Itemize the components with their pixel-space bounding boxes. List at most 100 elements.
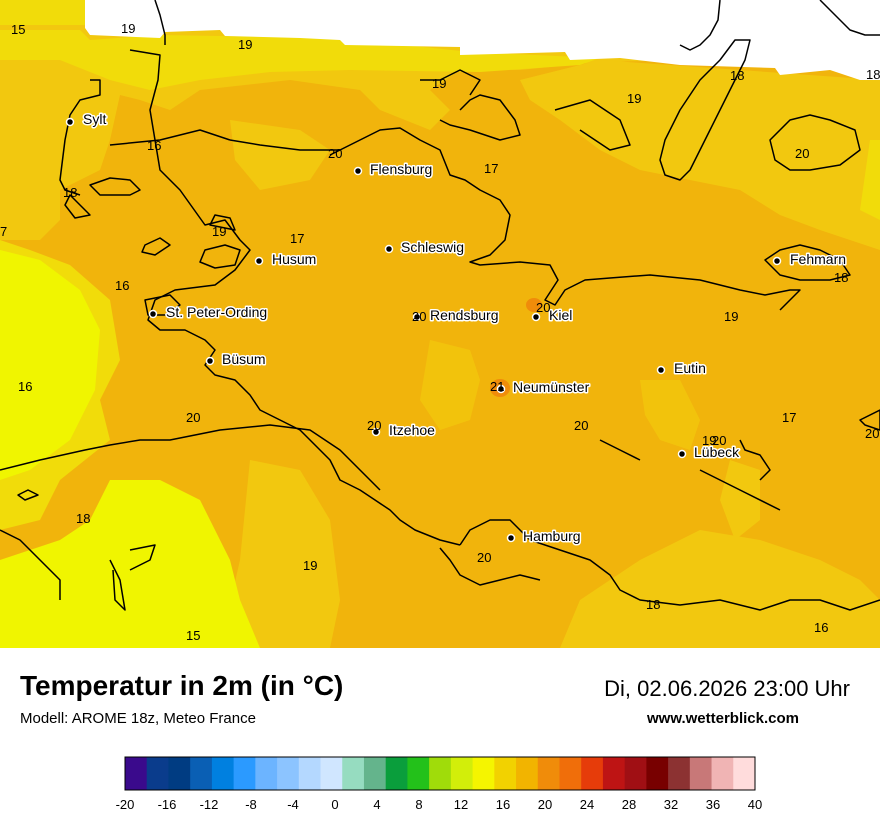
temp-value: 19 bbox=[212, 224, 226, 239]
legend-swatch bbox=[211, 757, 235, 790]
temp-value: 18 bbox=[866, 67, 880, 82]
legend-swatch bbox=[146, 757, 169, 790]
temp-value: 19 bbox=[702, 433, 716, 448]
city-dot-kiel bbox=[531, 312, 541, 322]
legend-swatch bbox=[537, 757, 560, 790]
legend-swatch bbox=[298, 757, 322, 790]
legend-tick-label: 4 bbox=[373, 797, 380, 812]
city-dot-buesum bbox=[205, 356, 215, 366]
legend-tick-label: 16 bbox=[496, 797, 510, 812]
temp-value: 20 bbox=[795, 146, 809, 161]
temp-value: 20 bbox=[367, 418, 381, 433]
legend-swatch bbox=[233, 757, 256, 790]
city-label-husum: Husum bbox=[272, 251, 316, 267]
temp-value: 15 bbox=[11, 22, 25, 37]
legend-tick-label: -12 bbox=[200, 797, 219, 812]
temp-value: 19 bbox=[238, 37, 252, 52]
legend-tick-label: -20 bbox=[116, 797, 135, 812]
temp-value: 16 bbox=[814, 620, 828, 635]
temp-value: 18 bbox=[63, 185, 77, 200]
legend-swatch bbox=[407, 757, 430, 790]
legend-swatch bbox=[190, 757, 213, 790]
legend-swatch bbox=[624, 757, 647, 790]
temp-value: 20 bbox=[865, 426, 879, 441]
legend-swatch bbox=[581, 757, 604, 790]
legend-swatch bbox=[559, 757, 582, 790]
temp-value: 20 bbox=[186, 410, 200, 425]
legend-swatch bbox=[516, 757, 539, 790]
temperature-values: 15 19 19 19 19 18 18 16 20 17 20 18 19 1… bbox=[11, 21, 880, 643]
legend-swatch bbox=[125, 757, 148, 790]
temp-value: 20 bbox=[328, 146, 342, 161]
temp-value-edge: 7 bbox=[0, 224, 7, 239]
legend-tick-label: 0 bbox=[331, 797, 338, 812]
temp-value: 20 bbox=[412, 309, 426, 324]
legend-tick-label: 24 bbox=[580, 797, 594, 812]
city-dot-rendsburg bbox=[412, 312, 422, 322]
temp-value: 20 bbox=[574, 418, 588, 433]
legend-swatch bbox=[385, 757, 408, 790]
temp-value: 17 bbox=[484, 161, 498, 176]
legend-swatch bbox=[168, 757, 191, 790]
city-labels: Sylt Flensburg Schleswig Husum St. Peter… bbox=[82, 110, 848, 546]
temp-value: 17 bbox=[782, 410, 796, 425]
city-label-kiel: Kiel bbox=[549, 307, 572, 323]
temp-value: 20 bbox=[712, 433, 726, 448]
legend-swatch bbox=[494, 757, 517, 790]
legend-tick-label: -16 bbox=[158, 797, 177, 812]
legend-swatch bbox=[320, 757, 343, 790]
temp-value: 18 bbox=[76, 511, 90, 526]
legend-tick-label: 40 bbox=[748, 797, 762, 812]
legend-tick-label: 28 bbox=[622, 797, 636, 812]
model-info: Modell: AROME 18z, Meteo France bbox=[20, 710, 256, 727]
map-title: Temperatur in 2m (in °C) bbox=[20, 670, 344, 701]
legend-swatch bbox=[255, 757, 278, 790]
legend-tick-label: 8 bbox=[415, 797, 422, 812]
temp-value: 19 bbox=[121, 21, 135, 36]
temp-value-fehmarn-east: 18 bbox=[834, 270, 848, 285]
legend-tick-label: 12 bbox=[454, 797, 468, 812]
legend-tick-label: 20 bbox=[538, 797, 552, 812]
temp-value: 19 bbox=[303, 558, 317, 573]
city-dot-fehmarn bbox=[772, 256, 782, 266]
legend-swatch bbox=[450, 757, 474, 790]
legend-swatch bbox=[472, 757, 495, 790]
temp-value: 20 bbox=[536, 300, 550, 315]
legend-swatch bbox=[602, 757, 626, 790]
city-dot-eutin bbox=[656, 365, 666, 375]
legend-tick-label: 36 bbox=[706, 797, 720, 812]
color-legend: -20 -16 -12 -8 -4 0 4 8 12 16 20 24 28 32 36 40 bbox=[116, 756, 763, 812]
temp-value: 19 bbox=[627, 91, 641, 106]
temp-value: 18 bbox=[730, 68, 744, 83]
temp-value: 19 bbox=[724, 309, 738, 324]
legend-bars bbox=[124, 756, 756, 791]
city-label-eutin: Eutin bbox=[674, 360, 706, 376]
legend-swatch bbox=[363, 757, 387, 790]
map-footer: Temperatur in 2m (in °C) Modell: AROME 1… bbox=[0, 648, 880, 830]
city-label-rendsburg: Rendsburg bbox=[430, 307, 499, 323]
legend-ticks: -20 -16 -12 -8 -4 0 4 8 12 16 20 24 28 32 36 40 bbox=[116, 797, 763, 812]
city-label-fehmarn: Fehmarn bbox=[790, 251, 846, 267]
temp-value: 21 bbox=[490, 379, 504, 394]
city-dot-st-peter-ording bbox=[148, 309, 158, 319]
city-dot-itzehoe bbox=[371, 427, 381, 437]
city-label-itzehoe: Itzehoe bbox=[389, 422, 435, 438]
temp-value: 15 bbox=[186, 628, 200, 643]
temp-value: 16 bbox=[18, 379, 32, 394]
temp-value: 16 bbox=[115, 278, 129, 293]
city-dot-neumuenster bbox=[496, 384, 506, 394]
legend-swatch bbox=[277, 757, 300, 790]
city-label-neumuenster: Neumünster bbox=[513, 379, 590, 395]
legend-swatch bbox=[689, 757, 713, 790]
city-label-hamburg: Hamburg bbox=[523, 528, 581, 544]
website-link[interactable]: www.wetterblick.com bbox=[647, 710, 799, 727]
city-label-sylt: Sylt bbox=[83, 111, 106, 127]
city-label-schleswig: Schleswig bbox=[401, 239, 464, 255]
temp-value: 19 bbox=[432, 76, 446, 91]
forecast-datetime: Di, 02.06.2026 23:00 Uhr bbox=[604, 676, 850, 701]
legend-swatch bbox=[342, 757, 365, 790]
legend-border bbox=[124, 756, 756, 791]
city-dot-hamburg bbox=[506, 533, 516, 543]
legend-swatch bbox=[429, 757, 452, 790]
legend-tick-label: 32 bbox=[664, 797, 678, 812]
